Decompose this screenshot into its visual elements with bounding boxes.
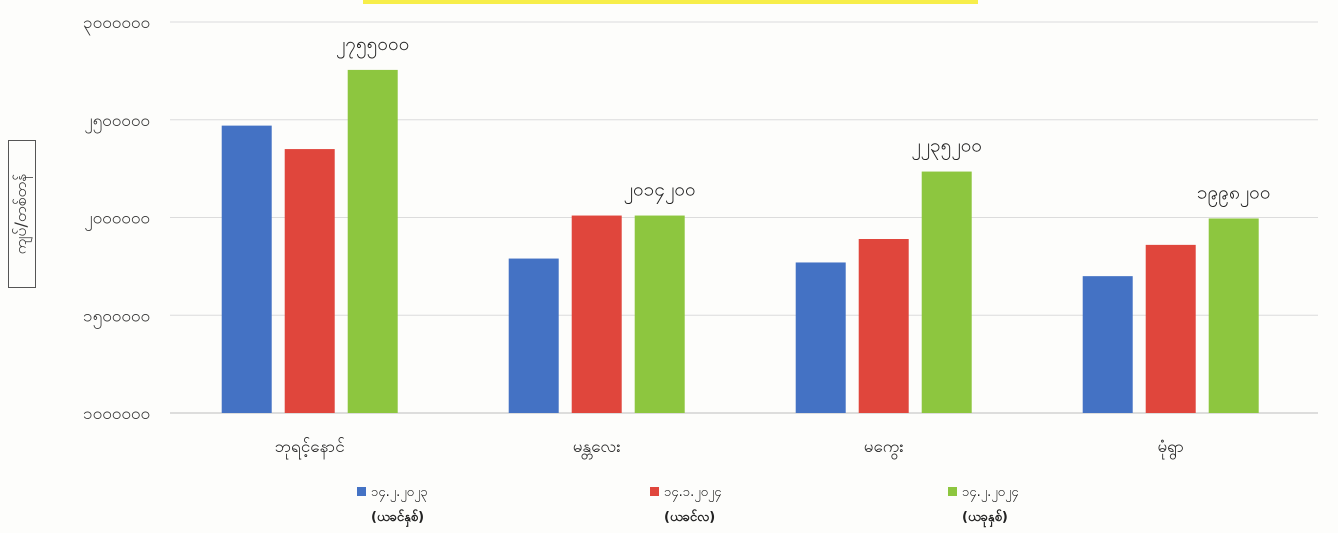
title-banner <box>363 0 978 4</box>
bar <box>1082 276 1133 413</box>
legend-sublabel: (ယခင်လ) <box>664 508 715 525</box>
bar <box>1208 218 1259 413</box>
y-tick-label: ၁၅၀၀၀၀၀ <box>83 306 150 329</box>
bar <box>1145 244 1196 413</box>
bar <box>858 239 909 413</box>
bar <box>508 258 559 413</box>
x-category-label: မုံရွာ <box>1157 437 1183 460</box>
legend-sublabel: (ယခင်နှစ်) <box>371 508 424 528</box>
legend-label: ၁၄.၂.၂၀၂၃ <box>371 485 428 502</box>
legend-sublabel: (ယခုနှစ်) <box>962 508 1008 528</box>
x-category-label: ဘုရင့်နောင် <box>275 437 345 460</box>
bar <box>921 171 972 413</box>
legend-swatch <box>357 487 366 496</box>
bar <box>571 215 622 413</box>
legend-swatch <box>650 487 659 496</box>
data-label: ၂၇၅၅၀၀၀ <box>336 33 409 59</box>
x-category-label: မန္တလေး <box>573 437 621 460</box>
bar <box>221 125 272 414</box>
legend-swatch <box>948 487 957 496</box>
bar <box>284 149 335 413</box>
legend-label: ၁၄.၁.၂၀၂၄ <box>664 485 722 502</box>
bar <box>795 262 846 413</box>
bar <box>634 215 685 413</box>
data-label: ၂၀၁၄၂၀၀ <box>624 179 696 205</box>
y-axis-label-box: ကျပ်/တစ်တန် <box>8 140 36 288</box>
y-tick-label: ၃၀၀၀၀၀၀ <box>83 13 150 36</box>
data-label: ၂၂၃၅၂၀၀ <box>911 135 982 161</box>
bar <box>347 69 398 414</box>
y-tick-label: ၁၀၀၀၀၀၀ <box>83 404 150 424</box>
data-label: ၁၉၉၈၂၀၀ <box>1197 181 1271 207</box>
legend-label: ၁၄.၂.၂၀၂၄ <box>962 485 1019 502</box>
y-tick-label: ၂၀၀၀၀၀၀ <box>84 209 150 232</box>
x-category-label: မကွေး <box>864 437 904 460</box>
y-tick-label: ၂၅၀၀၀၀၀ <box>84 111 150 134</box>
